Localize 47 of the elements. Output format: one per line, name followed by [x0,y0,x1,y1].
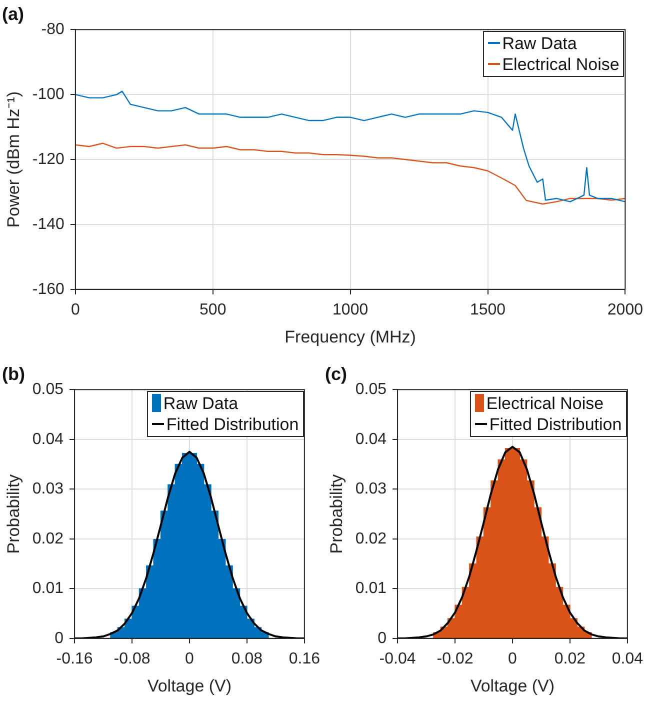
legend-label: Raw Data [163,392,238,414]
y-tick-label: 0.05 [355,381,387,398]
x-tick-label: 1500 [470,301,506,318]
legend-label: Electrical Noise [486,392,604,414]
chart-title: (a) [2,4,24,24]
x-tick-label: 0.02 [554,650,586,668]
y-tick-label: 0.03 [32,480,64,498]
y-tick-label: 0.02 [32,530,64,548]
x-tick-label: 1000 [332,301,368,318]
y-tick-label: -80 [41,21,65,38]
legend-label: Raw Data [502,32,577,54]
y-tick-label: 0.01 [32,580,64,598]
y-tick-label: -160 [32,280,65,298]
y-tick-label: -140 [32,216,65,233]
chart-title: (b) [2,364,25,384]
x-tick-label: 0 [508,650,518,668]
x-axis-title: Voltage (V) [147,676,232,696]
x-tick-label: -0.02 [436,650,474,668]
y-tick-label: 0.04 [355,430,387,448]
y-tick-label: 0 [54,630,64,647]
x-tick-label: -0.16 [56,650,93,668]
legend-label: Electrical Noise [502,54,620,75]
y-axis-title: Power (dBm Hz⁻¹) [4,91,23,228]
legend-label: Fitted Distribution [489,414,622,435]
y-tick-label: 0.05 [32,381,64,398]
x-tick-label: 2000 [607,301,644,318]
x-tick-label: 0.16 [288,650,320,668]
x-axis-title: Frequency (MHz) [284,327,416,346]
y-axis-title: Probability [326,474,346,554]
x-tick-label: 0.04 [612,650,644,668]
y-tick-label: 0 [378,630,387,647]
y-axis-title: Probability [4,474,23,554]
x-tick-label: -0.08 [114,650,150,668]
x-axis-title: Voltage (V) [470,676,555,696]
chart-title: (c) [325,364,348,384]
y-tick-label: 0.04 [32,430,64,448]
x-tick-label: 0.08 [231,650,263,668]
x-tick-label: 0 [185,650,194,668]
y-tick-label: 0.03 [355,480,387,498]
x-tick-label: 0 [70,301,80,318]
x-tick-label: 500 [200,301,226,318]
legend-label: Fitted Distribution [166,414,299,435]
y-tick-label: -120 [32,150,65,168]
y-tick-label: -100 [32,86,65,103]
y-tick-label: 0.01 [355,580,387,598]
y-tick-label: 0.02 [355,530,387,548]
x-tick-label: -0.04 [379,650,416,668]
